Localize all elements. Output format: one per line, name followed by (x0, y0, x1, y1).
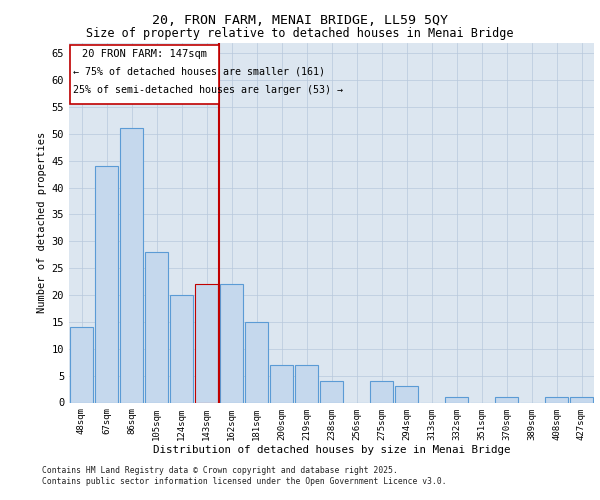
Bar (370, 381, 393, 402)
Text: 20, FRON FARM, MENAI BRIDGE, LL59 5QY: 20, FRON FARM, MENAI BRIDGE, LL59 5QY (152, 14, 448, 27)
Y-axis label: Number of detached properties: Number of detached properties (37, 132, 47, 313)
Text: ← 75% of detached houses are smaller (161): ← 75% of detached houses are smaller (16… (73, 66, 325, 76)
Text: 25% of semi-detached houses are larger (53) →: 25% of semi-detached houses are larger (… (73, 86, 343, 96)
Bar (120, 128, 143, 402)
Bar (245, 322, 268, 402)
Bar (95, 166, 118, 402)
X-axis label: Distribution of detached houses by size in Menai Bridge: Distribution of detached houses by size … (153, 445, 510, 455)
Bar (320, 381, 343, 402)
Text: Contains HM Land Registry data © Crown copyright and database right 2025.: Contains HM Land Registry data © Crown c… (42, 466, 398, 475)
Bar (220, 284, 243, 403)
Bar (495, 397, 518, 402)
Text: 20 FRON FARM: 147sqm: 20 FRON FARM: 147sqm (82, 50, 207, 59)
Bar (270, 365, 293, 403)
Bar (170, 295, 193, 403)
Bar (70, 328, 93, 402)
Text: Contains public sector information licensed under the Open Government Licence v3: Contains public sector information licen… (42, 477, 446, 486)
Bar (545, 397, 568, 402)
Bar (195, 284, 218, 403)
Bar (295, 365, 318, 403)
Bar (395, 386, 418, 402)
Text: Size of property relative to detached houses in Menai Bridge: Size of property relative to detached ho… (86, 26, 514, 40)
Bar (145, 252, 168, 402)
FancyBboxPatch shape (70, 45, 219, 104)
Bar (445, 397, 468, 402)
Bar (570, 397, 593, 402)
